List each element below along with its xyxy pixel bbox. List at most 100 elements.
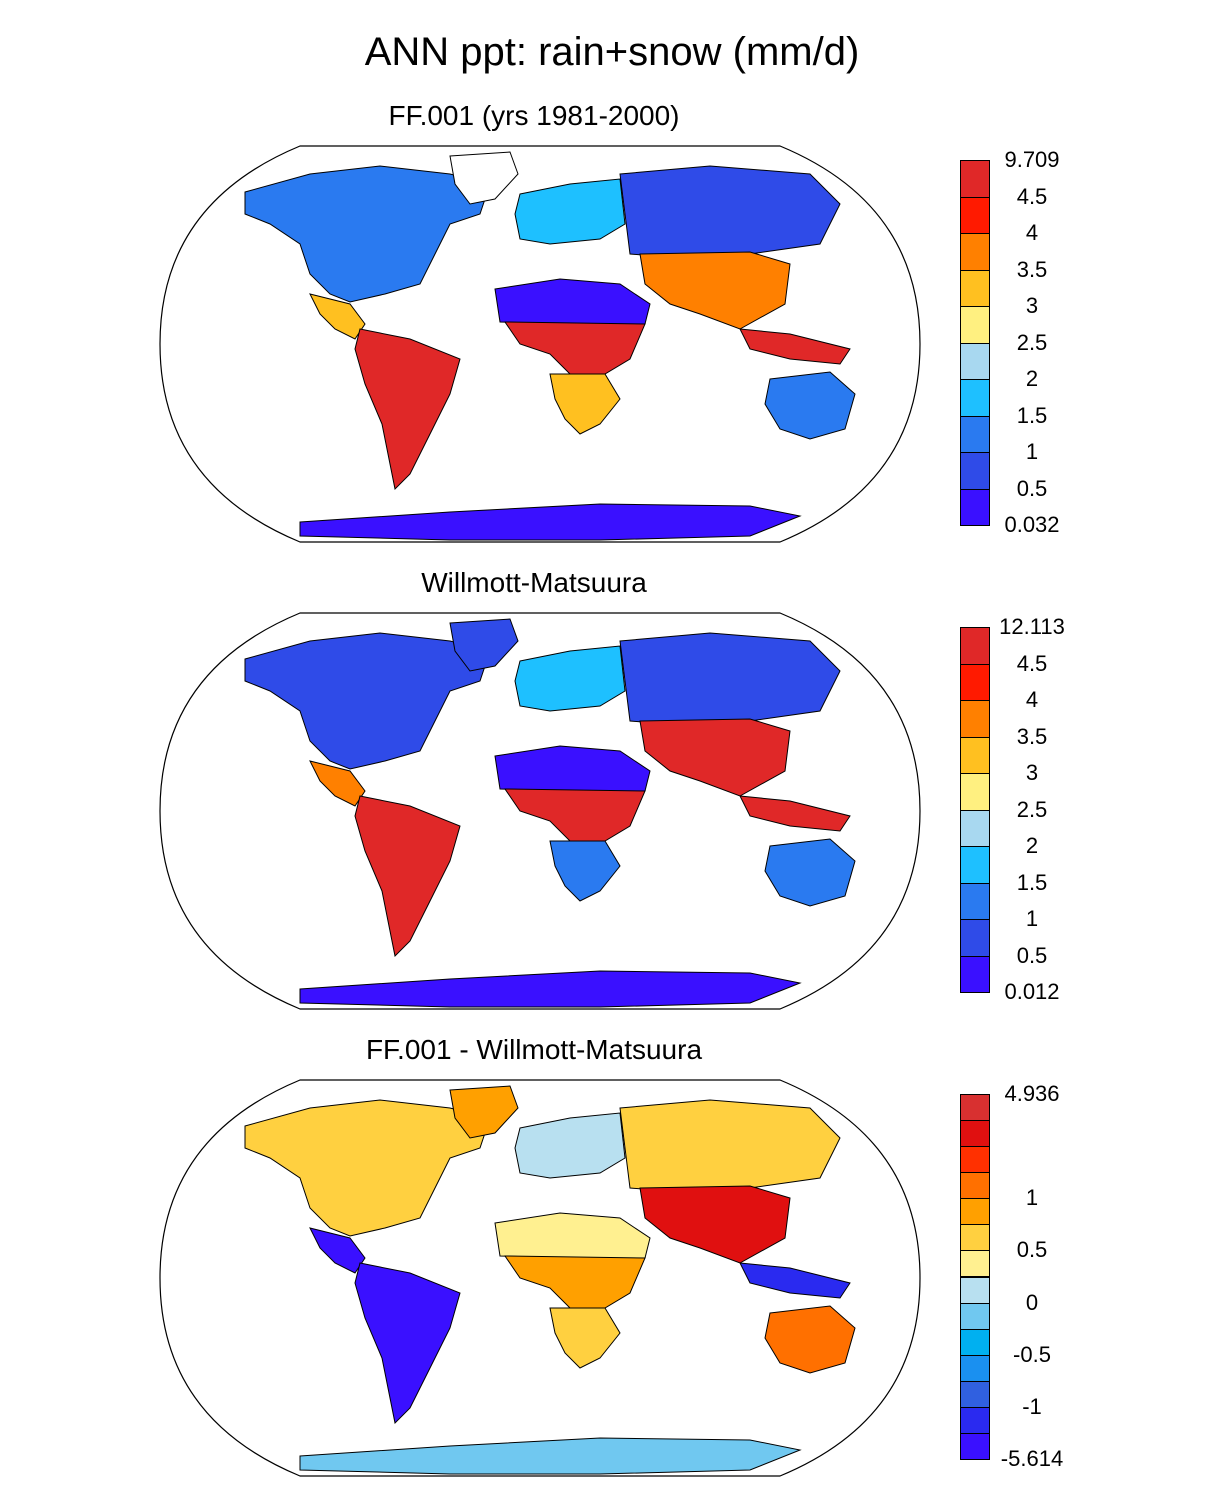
- colorbar-swatch: [960, 955, 990, 993]
- colorbar-swatch: [960, 160, 990, 198]
- colorbar-label: 1: [1025, 439, 1039, 464]
- region-africa-south: [549, 840, 621, 902]
- colorbar-swatch: [960, 1224, 990, 1252]
- colorbar-label: 12.113: [999, 614, 1065, 639]
- region-asia-north: [619, 632, 841, 727]
- colorbar-label: 0.012: [1004, 979, 1060, 1004]
- region-north-america: [244, 1099, 491, 1237]
- region-antarctica: [299, 1437, 802, 1475]
- colorbar-swatch: [960, 415, 990, 453]
- region-europe: [514, 1112, 626, 1179]
- region-greenland: [449, 1085, 519, 1139]
- colorbar-swatch: [960, 1172, 990, 1200]
- region-antarctica: [299, 503, 802, 541]
- colorbar-label: -0.5: [1013, 1341, 1051, 1367]
- colorbar-swatch: [960, 233, 990, 271]
- colorbar-swatch: [960, 342, 990, 380]
- colorbar-swatch: [960, 882, 990, 920]
- region-africa-south: [549, 1307, 621, 1369]
- region-north-america: [244, 165, 491, 303]
- colorbar-swatch: [960, 919, 990, 957]
- colorbar-swatch: [960, 627, 990, 665]
- colorbar-swatch: [960, 452, 990, 490]
- region-europe: [514, 178, 626, 245]
- colorbar-swatch: [960, 1380, 990, 1408]
- colorbar-label: 2.5: [1016, 329, 1048, 355]
- colorbar-label: 3.5: [1016, 256, 1048, 282]
- colorbar-label: -1: [1022, 1393, 1042, 1419]
- colorbar-swatch: [960, 1406, 990, 1434]
- colorbar-swatch: [960, 1432, 990, 1460]
- colorbar-label: 1: [1025, 906, 1039, 931]
- region-south-america: [354, 1262, 461, 1425]
- region-africa-south: [549, 373, 621, 435]
- colorbar-swatch: [960, 663, 990, 701]
- region-indonesia: [739, 1262, 851, 1299]
- world-map: [159, 145, 921, 543]
- colorbar-label: 0.5: [1016, 475, 1048, 501]
- world-map: [159, 1079, 921, 1477]
- colorbar-label: 2: [1025, 366, 1039, 391]
- region-central-america: [309, 1227, 366, 1274]
- map-panel-difference: FF.001 - Willmott-Matsuura -5.614 -1 -0.5 0…: [0, 1034, 1224, 1504]
- colorbar-label: 1.5: [1016, 402, 1048, 428]
- region-australia: [764, 371, 856, 440]
- panel-title: FF.001 - Willmott-Matsuura: [365, 1034, 703, 1065]
- colorbar-label: 4: [1025, 687, 1039, 712]
- region-central-america: [309, 760, 366, 807]
- colorbar-swatch: [960, 736, 990, 774]
- colorbar-swatch: [960, 700, 990, 738]
- region-asia-north: [619, 165, 841, 260]
- colorbar-swatch: [960, 1198, 990, 1226]
- colorbar-swatch: [960, 1354, 990, 1382]
- colorbar-label: 4.936: [1004, 1081, 1060, 1106]
- region-greenland: [449, 151, 519, 205]
- colorbar-swatch: [960, 306, 990, 344]
- colorbar-swatch: [960, 269, 990, 307]
- colorbar-label: 0.5: [1016, 1237, 1048, 1263]
- colorbar-label: 1: [1025, 1185, 1039, 1211]
- region-north-america: [244, 632, 491, 770]
- colorbar-swatch: [960, 1302, 990, 1330]
- region-central-america: [309, 293, 366, 340]
- colorbar-label: 0.5: [1016, 942, 1048, 968]
- colorbar-swatch: [960, 379, 990, 417]
- region-indonesia: [739, 328, 851, 365]
- region-greenland: [449, 618, 519, 672]
- colorbar-swatch: [960, 1328, 990, 1356]
- colorbar-swatch: [960, 1120, 990, 1148]
- panel-title: FF.001 (yrs 1981-2000): [388, 100, 680, 131]
- colorbar-label: 4.5: [1016, 183, 1048, 209]
- colorbar-label: 0.032: [1004, 512, 1060, 537]
- colorbar-label: 3: [1025, 760, 1039, 785]
- colorbar-label: 4: [1025, 220, 1039, 245]
- colorbar-swatch: [960, 1146, 990, 1174]
- colorbar-swatch: [960, 196, 990, 234]
- colorbar-label: 3: [1025, 293, 1039, 318]
- region-south-america: [354, 795, 461, 958]
- panel-title: Willmott-Matsuura: [421, 567, 647, 598]
- map-panel-model: FF.001 (yrs 1981-2000) 0.032 0.5 1 1.5 2 2.5 3…: [0, 100, 1224, 570]
- region-south-america: [354, 328, 461, 491]
- colorbar-label: 9.709: [1004, 147, 1060, 172]
- colorbar-swatch: [960, 809, 990, 847]
- world-map: [159, 612, 921, 1010]
- map-panel-observation: Willmott-Matsuura 0.012 0.5 1 1.5 2 2.5 3 3.5 4 4…: [0, 567, 1224, 1037]
- colorbar-swatch: [960, 846, 990, 884]
- colorbar-swatch: [960, 1094, 990, 1122]
- colorbar-label: 2: [1025, 833, 1039, 858]
- region-asia-north: [619, 1099, 841, 1194]
- colorbar-swatch: [960, 1250, 990, 1278]
- colorbar-label: 1.5: [1016, 869, 1048, 895]
- colorbar-label: 0: [1025, 1289, 1039, 1315]
- colorbar-label: 4.5: [1016, 650, 1048, 676]
- region-australia: [764, 1305, 856, 1374]
- colorbar-swatch: [960, 773, 990, 811]
- colorbar-label: 2.5: [1016, 796, 1048, 822]
- region-europe: [514, 645, 626, 712]
- colorbar-swatch: [960, 1276, 990, 1304]
- colorbar-label: -5.614: [1000, 1446, 1064, 1471]
- region-australia: [764, 838, 856, 907]
- colorbar-label: 3.5: [1016, 723, 1048, 749]
- figure-title: ANN ppt: rain+snow (mm/d): [364, 30, 860, 74]
